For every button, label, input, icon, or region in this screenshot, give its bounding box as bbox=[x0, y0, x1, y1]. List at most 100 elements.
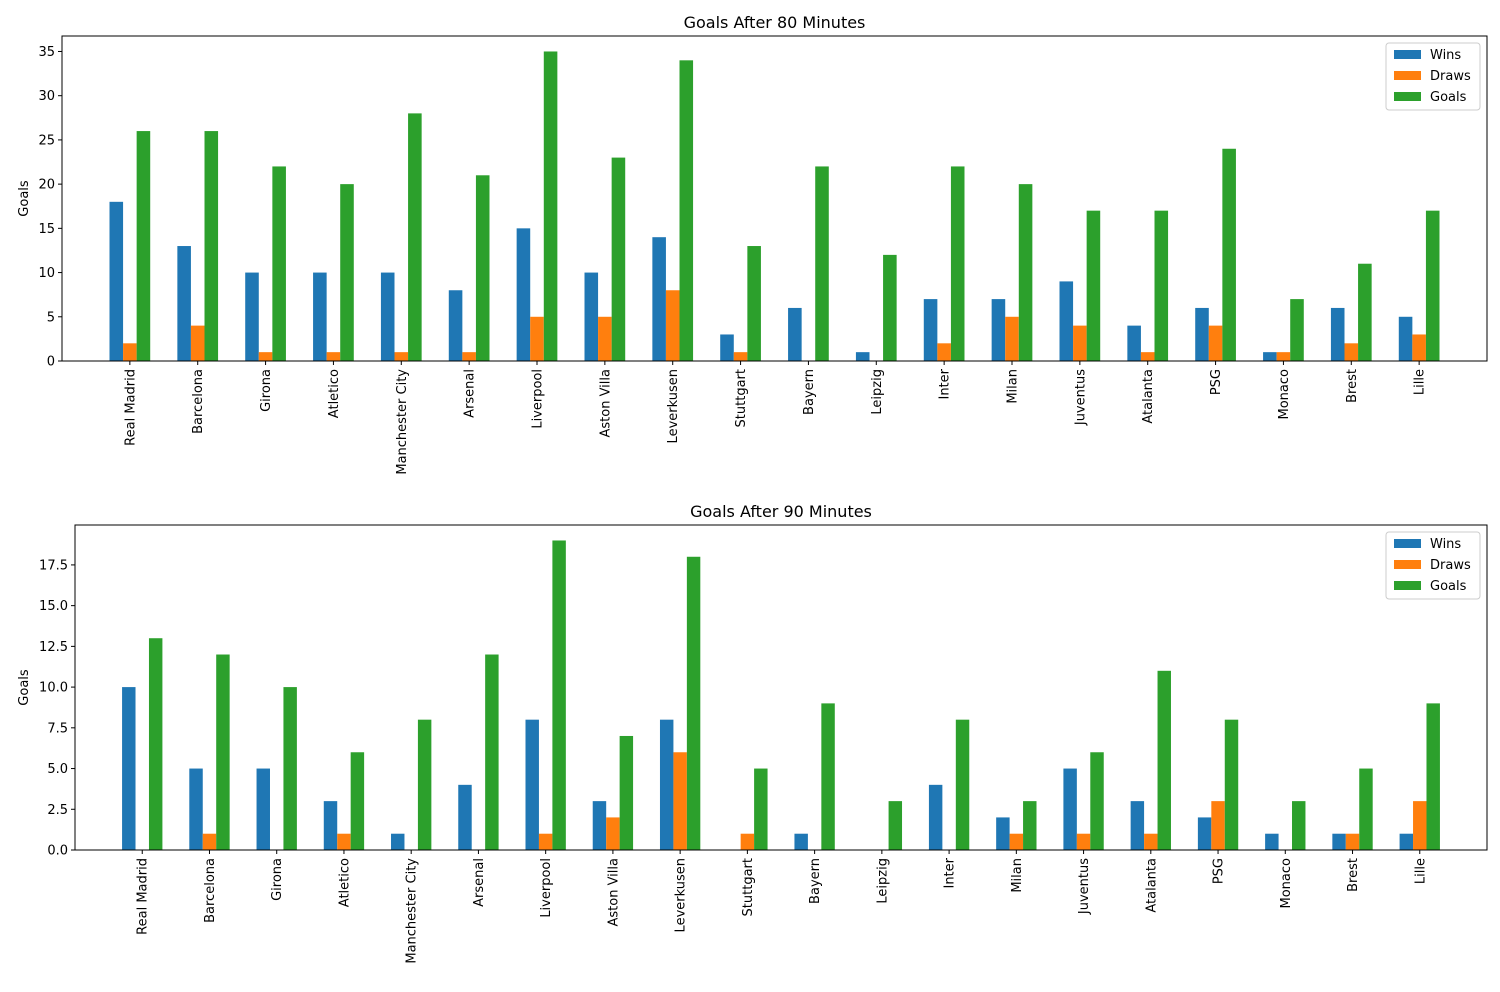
x-tick-label: Stuttgart bbox=[734, 369, 749, 427]
bar-draws-manchester-city bbox=[394, 352, 409, 361]
bar-goals-bayern bbox=[821, 703, 835, 850]
bar-goals-atalanta bbox=[1154, 210, 1169, 361]
y-tick-label: 10.0 bbox=[39, 681, 68, 696]
bar-wins-barcelona bbox=[189, 768, 203, 850]
bar-wins-stuttgart bbox=[720, 334, 734, 361]
bar-wins-leipzig bbox=[855, 352, 870, 361]
bar-draws-atalanta bbox=[1144, 833, 1158, 850]
bars bbox=[109, 51, 1440, 361]
bar-goals-arsenal bbox=[475, 175, 490, 361]
bar-wins-atalanta bbox=[1130, 801, 1145, 850]
bar-goals-milan bbox=[1023, 801, 1037, 850]
bar-goals-liverpool bbox=[552, 540, 566, 850]
x-tick-label: Barcelona bbox=[191, 369, 206, 434]
bar-goals-brest bbox=[1358, 263, 1372, 361]
bar-draws-monaco bbox=[1276, 352, 1291, 361]
bar-goals-leverkusen bbox=[686, 556, 701, 850]
x-axis: Real Madrid Barcelona Girona Atletico Manche… bbox=[123, 361, 1428, 475]
y-axis-label: Goals bbox=[17, 669, 32, 706]
legend-label-goals: Goals bbox=[1430, 90, 1467, 105]
legend-swatch-wins bbox=[1394, 539, 1421, 548]
bar-draws-lille bbox=[1413, 801, 1427, 850]
x-tick-label: Bayern bbox=[808, 858, 823, 904]
bar-goals-psg bbox=[1222, 148, 1236, 361]
x-tick-label: Monaco bbox=[1277, 369, 1292, 420]
bar-wins-arsenal bbox=[448, 290, 463, 361]
y-tick-label: 15.0 bbox=[39, 599, 68, 614]
y-tick-label: 30 bbox=[38, 89, 55, 104]
bar-goals-barcelona bbox=[216, 654, 230, 850]
bar-goals-monaco bbox=[1290, 299, 1304, 361]
chart-title: Goals After 80 Minutes bbox=[684, 13, 866, 32]
bar-draws-psg bbox=[1208, 325, 1223, 361]
y-tick-label: 2.5 bbox=[47, 803, 68, 818]
bar-wins-liverpool bbox=[516, 228, 531, 361]
bar-goals-bayern bbox=[815, 166, 829, 361]
x-tick-label: Milan bbox=[1010, 858, 1025, 893]
bar-goals-girona bbox=[272, 166, 286, 361]
bar-wins-atalanta bbox=[1127, 325, 1141, 361]
bar-draws-real-madrid bbox=[123, 343, 137, 361]
x-tick-label: Leipzig bbox=[870, 369, 885, 415]
legend-label-draws: Draws bbox=[1430, 558, 1471, 573]
bar-goals-monaco bbox=[1292, 801, 1306, 850]
x-tick-label: Girona bbox=[259, 369, 274, 412]
legend-label-goals: Goals bbox=[1430, 579, 1467, 594]
bar-wins-atletico bbox=[313, 272, 327, 361]
y-tick-label: 25 bbox=[38, 133, 55, 148]
bar-wins-leverkusen bbox=[659, 719, 674, 850]
bar-goals-barcelona bbox=[204, 131, 219, 361]
y-tick-label: 12.5 bbox=[39, 640, 68, 655]
x-tick-label: Real Madrid bbox=[136, 858, 151, 935]
bar-draws-lille bbox=[1412, 334, 1426, 361]
bar-goals-atalanta bbox=[1157, 670, 1171, 850]
y-axis-label: Goals bbox=[17, 180, 32, 217]
x-tick-label: Lille bbox=[1413, 369, 1428, 395]
x-tick-label: Brest bbox=[1345, 369, 1360, 403]
y-tick-label: 15 bbox=[38, 222, 55, 237]
bar-draws-stuttgart bbox=[740, 833, 755, 850]
x-tick-label: Atalanta bbox=[1144, 858, 1159, 913]
bar-wins-psg bbox=[1195, 307, 1209, 361]
legend: Wins Draws Goals bbox=[1385, 42, 1481, 111]
bar-wins-real-madrid bbox=[122, 687, 136, 850]
bar-goals-leipzig bbox=[883, 254, 897, 361]
x-tick-label: Stuttgart bbox=[741, 858, 756, 916]
x-tick-label: Liverpool bbox=[539, 858, 554, 918]
x-tick-label: Inter bbox=[943, 857, 958, 888]
bar-draws-girona bbox=[258, 352, 273, 361]
x-tick-label: Monaco bbox=[1279, 858, 1294, 909]
y-tick-label: 20 bbox=[38, 178, 55, 193]
bar-wins-bayern bbox=[794, 833, 808, 850]
bar-wins-aston-villa bbox=[584, 272, 599, 361]
x-tick-label: Milan bbox=[1006, 369, 1021, 404]
bar-draws-juventus bbox=[1073, 325, 1087, 361]
bar-draws-atletico bbox=[326, 352, 341, 361]
x-tick-label: Aston Villa bbox=[606, 858, 621, 927]
bar-wins-bayern bbox=[788, 307, 802, 361]
bar-wins-monaco bbox=[1265, 833, 1279, 850]
bar-wins-lille bbox=[1398, 316, 1413, 361]
bar-draws-aston-villa bbox=[598, 316, 612, 361]
chart-title: Goals After 90 Minutes bbox=[690, 502, 872, 521]
y-axis: 0.0 2.5 5.0 7.5 10.0 12.5 15.0 17.5 bbox=[39, 558, 75, 859]
x-tick-label: Bayern bbox=[802, 369, 817, 415]
legend: Wins Draws Goals bbox=[1385, 531, 1481, 600]
bar-draws-juventus bbox=[1076, 833, 1091, 850]
bar-wins-arsenal bbox=[458, 784, 472, 850]
x-axis: Real Madrid Barcelona Girona Atletico Manche… bbox=[136, 850, 1428, 964]
bar-goals-stuttgart bbox=[754, 768, 768, 850]
legend-swatch-draws bbox=[1394, 560, 1421, 569]
bar-wins-monaco bbox=[1263, 352, 1277, 361]
bar-wins-barcelona bbox=[177, 246, 191, 361]
x-tick-label: Juventus bbox=[1073, 369, 1088, 426]
bar-draws-liverpool bbox=[538, 833, 553, 850]
bar-draws-brest bbox=[1345, 833, 1360, 850]
bar-wins-brest bbox=[1330, 307, 1345, 361]
x-tick-label: PSG bbox=[1209, 369, 1224, 395]
bar-goals-lille bbox=[1426, 703, 1440, 850]
bar-wins-manchester-city bbox=[391, 833, 405, 850]
bar-goals-arsenal bbox=[485, 654, 499, 850]
bar-wins-manchester-city bbox=[380, 272, 395, 361]
bar-draws-barcelona bbox=[202, 833, 217, 850]
